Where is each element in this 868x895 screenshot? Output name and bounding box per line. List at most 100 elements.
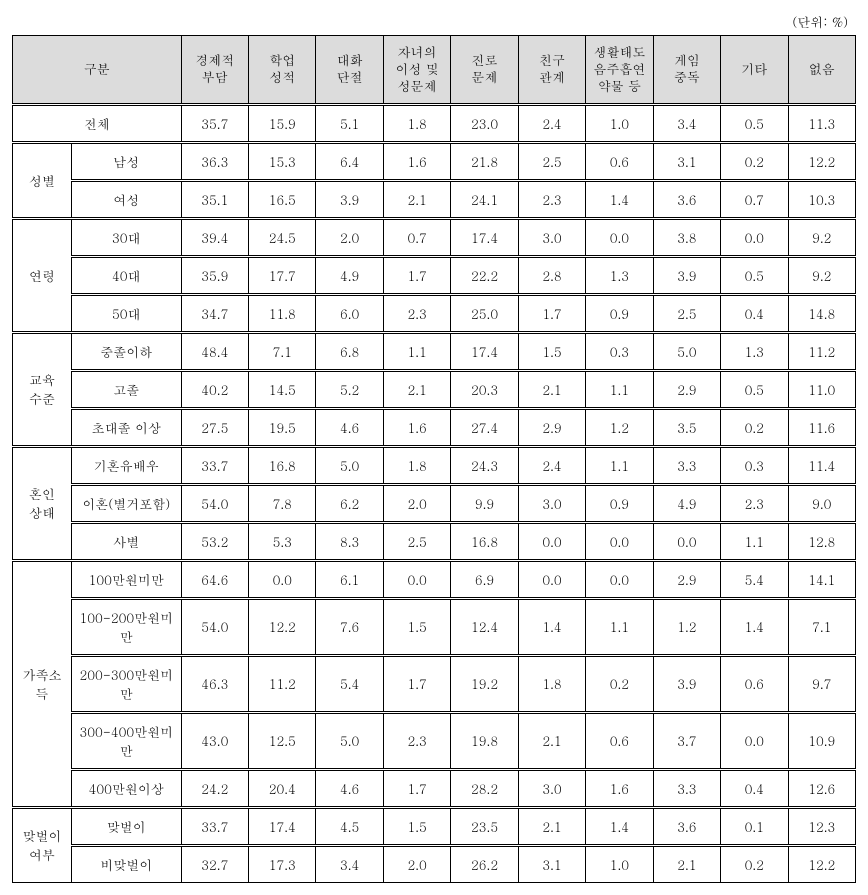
data-cell: 6.8 — [316, 332, 383, 370]
data-cell: 4.6 — [316, 408, 383, 446]
data-cell: 1.4 — [586, 180, 653, 218]
data-cell: 1.1 — [586, 370, 653, 408]
data-cell: 12.3 — [788, 807, 855, 845]
data-cell: 9.2 — [788, 218, 855, 256]
row-label: 400만원이상 — [72, 769, 182, 807]
data-cell: 4.6 — [316, 769, 383, 807]
total-label: 전체 — [13, 104, 182, 142]
data-cell: 11.4 — [788, 446, 855, 484]
data-cell: 32.7 — [181, 845, 248, 882]
row-label: 비맞벌이 — [72, 845, 182, 882]
header-c2: 대화단절 — [316, 36, 383, 105]
data-cell: 33.7 — [181, 446, 248, 484]
data-cell: 1.8 — [383, 104, 450, 142]
data-cell: 2.1 — [653, 845, 720, 882]
data-cell: 1.4 — [518, 598, 585, 655]
data-cell: 1.4 — [586, 807, 653, 845]
data-cell: 34.7 — [181, 294, 248, 332]
data-cell: 33.7 — [181, 807, 248, 845]
data-cell: 1.2 — [653, 598, 720, 655]
data-cell: 2.5 — [653, 294, 720, 332]
table-row: 100-200만원미만54.012.27.61.512.41.41.11.21.… — [13, 598, 856, 655]
data-cell: 12.8 — [788, 522, 855, 560]
data-cell: 4.9 — [316, 256, 383, 294]
group-header: 혼인상태 — [13, 446, 72, 560]
data-cell: 40.2 — [181, 370, 248, 408]
table-row: 여성35.116.53.92.124.12.31.43.60.710.3 — [13, 180, 856, 218]
data-cell: 3.0 — [518, 218, 585, 256]
data-cell: 24.2 — [181, 769, 248, 807]
data-cell: 2.8 — [518, 256, 585, 294]
row-label: 100-200만원미만 — [72, 598, 182, 655]
data-cell: 0.0 — [586, 560, 653, 598]
data-cell: 1.7 — [518, 294, 585, 332]
data-cell: 1.0 — [586, 104, 653, 142]
header-c6: 생활태도음주흡연약물 등 — [586, 36, 653, 105]
data-cell: 0.6 — [721, 655, 788, 712]
table-row: 연령30대39.424.52.00.717.43.00.03.80.09.2 — [13, 218, 856, 256]
group-header: 연령 — [13, 218, 72, 332]
group-header: 성별 — [13, 142, 72, 218]
data-cell: 27.5 — [181, 408, 248, 446]
data-cell: 12.5 — [249, 712, 316, 769]
data-cell: 19.5 — [249, 408, 316, 446]
table-row: 고졸40.214.55.22.120.32.11.12.90.511.0 — [13, 370, 856, 408]
data-cell: 7.8 — [249, 484, 316, 522]
data-cell: 2.4 — [518, 446, 585, 484]
table-row: 200-300만원미만46.311.25.41.719.21.80.23.90.… — [13, 655, 856, 712]
data-cell: 23.0 — [451, 104, 518, 142]
data-cell: 14.8 — [788, 294, 855, 332]
data-cell: 2.5 — [383, 522, 450, 560]
data-cell: 0.4 — [721, 294, 788, 332]
data-cell: 0.0 — [586, 218, 653, 256]
data-cell: 3.0 — [518, 769, 585, 807]
data-cell: 2.3 — [383, 712, 450, 769]
table-body: 전체35.715.95.11.823.02.41.03.40.511.3성별남성… — [13, 104, 856, 882]
data-cell: 16.5 — [249, 180, 316, 218]
data-cell: 7.1 — [249, 332, 316, 370]
row-label: 이혼(별거포함) — [72, 484, 182, 522]
data-cell: 27.4 — [451, 408, 518, 446]
data-cell: 5.4 — [316, 655, 383, 712]
data-cell: 21.8 — [451, 142, 518, 180]
data-cell: 0.2 — [721, 408, 788, 446]
data-cell: 43.0 — [181, 712, 248, 769]
data-cell: 1.6 — [586, 769, 653, 807]
data-cell: 1.3 — [586, 256, 653, 294]
data-cell: 14.1 — [788, 560, 855, 598]
data-cell: 5.1 — [316, 104, 383, 142]
data-cell: 10.3 — [788, 180, 855, 218]
data-cell: 3.0 — [518, 484, 585, 522]
data-cell: 2.0 — [383, 845, 450, 882]
data-cell: 11.2 — [249, 655, 316, 712]
data-cell: 15.9 — [249, 104, 316, 142]
data-cell: 3.1 — [653, 142, 720, 180]
data-cell: 64.6 — [181, 560, 248, 598]
data-cell: 1.4 — [721, 598, 788, 655]
data-cell: 0.2 — [586, 655, 653, 712]
header-category: 구분 — [13, 36, 182, 105]
row-label: 고졸 — [72, 370, 182, 408]
data-cell: 5.2 — [316, 370, 383, 408]
table-row: 400만원이상24.220.44.61.728.23.01.63.30.412.… — [13, 769, 856, 807]
table-row: 초대졸 이상27.519.54.61.627.42.91.23.50.211.6 — [13, 408, 856, 446]
data-cell: 4.5 — [316, 807, 383, 845]
data-cell: 6.1 — [316, 560, 383, 598]
data-cell: 3.3 — [653, 446, 720, 484]
data-cell: 2.1 — [518, 807, 585, 845]
data-cell: 9.7 — [788, 655, 855, 712]
data-cell: 28.2 — [451, 769, 518, 807]
data-cell: 54.0 — [181, 598, 248, 655]
data-cell: 0.0 — [721, 712, 788, 769]
unit-label: (단위: %) — [12, 12, 856, 31]
table-row: 사별53.25.38.32.516.80.00.00.01.112.8 — [13, 522, 856, 560]
data-cell: 1.5 — [383, 807, 450, 845]
data-cell: 22.2 — [451, 256, 518, 294]
data-cell: 1.2 — [586, 408, 653, 446]
data-cell: 11.6 — [788, 408, 855, 446]
data-cell: 1.5 — [518, 332, 585, 370]
data-cell: 9.2 — [788, 256, 855, 294]
data-cell: 12.6 — [788, 769, 855, 807]
data-cell: 19.2 — [451, 655, 518, 712]
data-cell: 2.9 — [653, 370, 720, 408]
